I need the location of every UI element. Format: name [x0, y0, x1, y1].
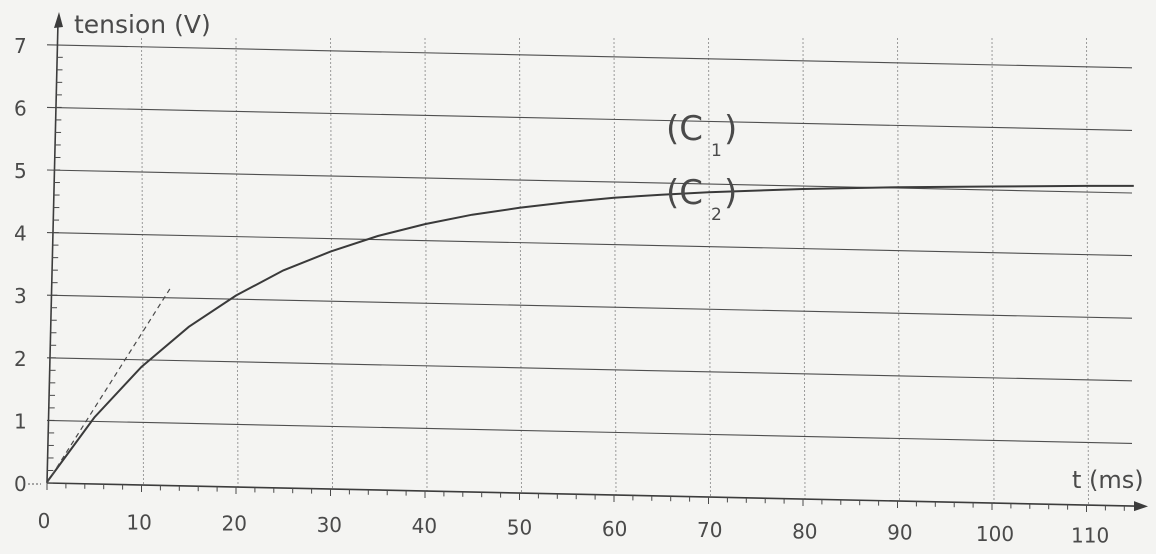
x-axis-label: t (ms) — [1072, 466, 1144, 494]
y-tick-label-6: 6 — [14, 96, 27, 120]
grid-line-x-70 — [708, 37, 711, 498]
x-tick-label-40: 40 — [412, 514, 437, 538]
x-tick-label-60: 60 — [602, 517, 627, 541]
y-tick-label-1: 1 — [14, 409, 27, 433]
grid-line-x-30 — [330, 37, 333, 490]
x-tick-label-90: 90 — [887, 521, 912, 545]
x-tick-label-0: 0 — [38, 509, 51, 533]
series-label-c2: (C 2 ) — [666, 173, 737, 225]
c1-label-subscript: 1 — [711, 141, 722, 161]
grid-line-y-6 — [46, 106, 1133, 131]
grid-line-x-50 — [519, 37, 522, 494]
series-label-c1: (C 1 ) — [666, 109, 737, 161]
grid-line-x-100 — [991, 37, 995, 504]
y-tick-label-2: 2 — [14, 347, 27, 371]
y-tick-label-5: 5 — [14, 159, 27, 183]
x-tick-label-30: 30 — [317, 513, 342, 537]
x-tick-label-100: 100 — [976, 522, 1014, 546]
y-tick-label-0: 0 — [14, 472, 27, 496]
grid-line-y-4 — [46, 232, 1133, 257]
grid-line-y-3 — [46, 294, 1133, 319]
x-tick-label-50: 50 — [507, 516, 532, 540]
grid-line-y-5 — [46, 169, 1133, 194]
x-axis-arrow — [1134, 501, 1148, 512]
series-c2-curve — [46, 184, 1134, 483]
axis-ticks — [46, 56, 1125, 513]
x-tick-label-70: 70 — [697, 518, 722, 542]
y-axis — [46, 21, 59, 484]
c1-label-main: (C — [666, 109, 703, 149]
x-tick-label-20: 20 — [221, 512, 246, 536]
horizontal-lines — [46, 44, 1133, 444]
c2-label-subscript: 2 — [711, 205, 722, 225]
x-tick-label-80: 80 — [792, 519, 817, 543]
y-tick-label-3: 3 — [14, 284, 27, 308]
grid-line-x-20 — [235, 37, 239, 488]
tangent-line — [46, 288, 171, 484]
y-tick-label-4: 4 — [14, 222, 27, 246]
grid — [141, 37, 1089, 506]
x-tick-label-10: 10 — [126, 510, 151, 534]
y-axis-label: tension (V) — [74, 10, 211, 39]
grid-line-y-1 — [46, 419, 1133, 444]
grid-line-y-7 — [46, 44, 1133, 69]
axes — [46, 12, 1148, 512]
c2-label-main: (C — [666, 173, 703, 213]
series — [46, 184, 1134, 484]
tick-labels: 0 10 20 30 40 50 60 70 80 90 100 110 0 1 2 3 4 5 6 7 — [14, 34, 1109, 547]
grid-line-x-80 — [802, 37, 806, 500]
c1-label-end: ) — [724, 109, 737, 149]
grid-line-x-10 — [141, 37, 144, 486]
y-tick-label-7: 7 — [14, 34, 27, 58]
x-tick-label-110: 110 — [1071, 523, 1109, 547]
c2-label-end: ) — [724, 173, 737, 213]
grid-line-x-110 — [1086, 37, 1089, 506]
grid-line-x-60 — [613, 37, 617, 496]
grid-line-x-90 — [897, 37, 900, 502]
grid-line-x-40 — [424, 37, 428, 492]
y-axis-arrow — [54, 12, 63, 28]
grid-line-y-2 — [46, 357, 1133, 382]
x-axis — [46, 482, 1141, 507]
